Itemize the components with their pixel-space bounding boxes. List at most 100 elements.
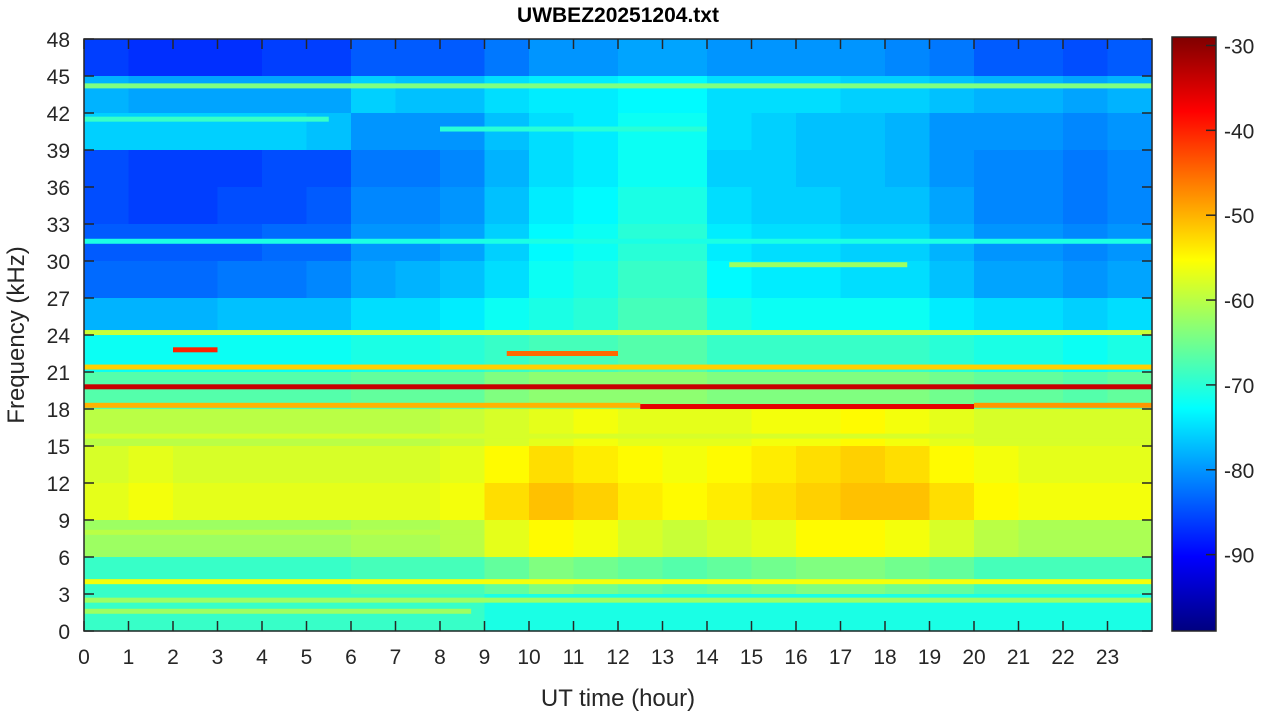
heatmap-cell [529,113,575,151]
narrowband-line [84,238,1152,244]
heatmap-cell [173,39,219,77]
heatmap-cell [662,298,708,336]
narrowband-line [84,83,1152,89]
heatmap-cell [929,520,975,558]
y-tick-label: 42 [47,103,70,126]
x-tick-label: 12 [606,646,629,669]
heatmap-cell [128,409,174,447]
heatmap-cell [262,76,308,114]
y-tick-label: 48 [47,29,70,52]
heatmap-cell [885,113,931,151]
heatmap-cell [217,520,263,558]
narrowband-line [173,347,218,353]
heatmap-cell [929,483,975,521]
heatmap-cell [1063,150,1109,188]
heatmap-cell [1063,483,1109,521]
x-tick-label: 16 [784,646,807,669]
heatmap-cell [440,76,486,114]
heatmap-cell [262,39,308,77]
narrowband-line [84,364,1152,370]
colorbar-ticks: -90 -80 -70 -60 -50 -40 -30 [1206,35,1254,568]
x-tick-label: 7 [390,646,402,669]
heatmap-cell [128,446,174,484]
heatmap-cell [1107,520,1153,558]
colorbar-tick-label: -50 [1224,205,1254,228]
heatmap-cell [529,409,575,447]
heatmap-cell [484,113,530,151]
x-tick-label: 21 [1007,646,1030,669]
y-tick-label: 21 [47,362,70,385]
x-tick-label: 22 [1051,646,1074,669]
heatmap-cell [1063,557,1109,595]
heatmap-cell [529,298,575,336]
heatmap-cell [84,446,130,484]
heatmap-cell [217,446,263,484]
x-tick-label: 6 [345,646,357,669]
heatmap-cell [885,298,931,336]
heatmap-cell [351,261,397,299]
heatmap-cell [796,372,842,410]
heatmap-cell [1018,298,1064,336]
heatmap-cell [573,409,619,447]
heatmap-cell [351,557,397,595]
x-tick-label: 18 [873,646,896,669]
heatmap-cell [351,187,397,225]
x-tick-label: 10 [517,646,540,669]
heatmap-cell [796,113,842,151]
heatmap-cell [707,557,753,595]
heatmap-cell [707,39,753,77]
narrowband-line [506,351,618,356]
heatmap-cell [84,409,130,447]
y-tick-label: 33 [47,214,70,237]
heatmap-cell [885,150,931,188]
heatmap-cell [929,261,975,299]
heatmap-cell [751,520,797,558]
heatmap-cell [974,409,1020,447]
heatmap-cell [529,483,575,521]
heatmap-cell [662,520,708,558]
colorbar [1171,36,1217,632]
heatmap-cell [796,298,842,336]
heatmap-cell [929,76,975,114]
heatmap-cell [618,187,664,225]
heatmap-cell [1063,446,1109,484]
heatmap-cell [707,483,753,521]
heatmap-cell [751,261,797,299]
heatmap-cell [1107,76,1153,114]
y-tick-label: 30 [47,251,70,274]
heatmap-cell [707,187,753,225]
heatmap-cell [173,446,219,484]
heatmap-cell [84,298,130,336]
heatmap-cell [662,150,708,188]
colorbar-tick-label: -40 [1224,120,1254,143]
heatmap-cell [173,520,219,558]
heatmap-cell [707,298,753,336]
heatmap-cell [751,483,797,521]
heatmap-cell [395,39,441,77]
heatmap-cell [351,298,397,336]
heatmap-cell [306,187,352,225]
x-tick-label: 0 [78,646,90,669]
heatmap-cell [885,446,931,484]
heatmap-cell [440,113,486,151]
heatmap-cell [796,261,842,299]
heatmap-cells [84,39,1153,632]
heatmap-cell [573,187,619,225]
heatmap-cell [662,446,708,484]
heatmap-cell [128,261,174,299]
heatmap-cell [128,187,174,225]
x-tick-label: 19 [918,646,941,669]
heatmap-cell [885,76,931,114]
narrowband-lines [84,83,1152,614]
heatmap-cell [1063,261,1109,299]
y-tick-label: 6 [58,547,70,570]
heatmap-cell [217,150,263,188]
y-tick-label: 36 [47,177,70,200]
heatmap-cell [262,557,308,595]
narrowband-line [640,404,974,410]
heatmap-cell [529,76,575,114]
heatmap-cell [173,409,219,447]
heatmap-cell [173,261,219,299]
heatmap-cell [974,261,1020,299]
